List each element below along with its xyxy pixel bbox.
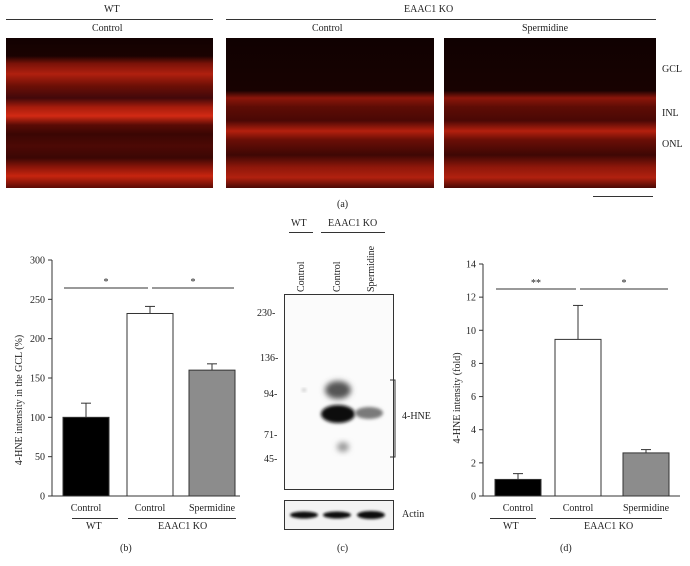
panel-c-group-wt: WT: [291, 218, 307, 229]
y-tick-label: 4: [471, 425, 476, 436]
marker-71: 71-: [264, 430, 278, 441]
panel-d-caption: (d): [560, 543, 572, 554]
bar-2: [126, 312, 174, 497]
x-tick-label-1: Control: [71, 503, 102, 514]
band-label-4hne: 4-HNE: [402, 411, 431, 422]
bracket-4hne: [390, 379, 396, 458]
axes: 0 2 4 6 8 10 12 14: [466, 260, 680, 503]
panel-a-col-label-1: Control: [92, 23, 123, 34]
panel-d-wt-line: [490, 518, 536, 519]
panel-a-ko-line: [226, 19, 656, 20]
y-axis-label: 4-HNE intensity (fold): [452, 352, 463, 443]
micrograph-ko-spermidine: [444, 38, 656, 188]
bars: [494, 304, 670, 497]
panel-a-group-ko: EAAC1 KO: [404, 4, 454, 15]
loading-label-actin: Actin: [402, 509, 425, 520]
actin-band-3: [357, 511, 385, 519]
panel-d-ko-line: [550, 518, 662, 519]
band-ko-control-main: [321, 405, 355, 423]
panel-d-group-ko: EAAC1 KO: [584, 521, 634, 532]
band-ko-control-upper: [325, 381, 351, 399]
y-tick-label: 250: [30, 295, 45, 306]
significance-mark-1: *: [104, 277, 109, 288]
y-tick-label: 8: [471, 359, 476, 370]
scale-bar: [593, 196, 653, 197]
layer-label-onl: ONL: [662, 139, 683, 150]
bar-1: [62, 416, 110, 497]
y-axis-label: 4-HNE intensity in the GCL (%): [14, 335, 25, 465]
panel-c-ko-line: [321, 232, 385, 233]
bar-1: [494, 478, 542, 497]
band-ko-control-lower: [337, 442, 349, 452]
actin-band-2: [323, 511, 351, 519]
x-tick-label-2: Control: [135, 503, 166, 514]
panel-a-col-label-3: Spermidine: [522, 23, 569, 34]
lane-label-2: Control: [332, 261, 343, 292]
significance-mark-2: *: [191, 277, 196, 288]
x-tick-label-3: Spermidine: [623, 503, 670, 514]
panel-b-group-wt: WT: [86, 521, 102, 532]
blot-4hne: [284, 294, 394, 490]
y-tick-label: 2: [471, 458, 476, 469]
significance-mark-2: *: [622, 278, 627, 289]
bar-3: [188, 369, 236, 497]
y-tick-label: 14: [466, 260, 476, 271]
band-ko-spermidine-main: [355, 407, 383, 419]
marker-230: 230-: [257, 308, 276, 319]
actin-band-1: [290, 511, 318, 519]
y-tick-label: 200: [30, 334, 45, 345]
panel-b-ko-line: [128, 518, 236, 519]
y-tick-label: 150: [30, 374, 45, 385]
lane-label-3: Spermidine: [366, 245, 377, 292]
micrograph-wt-control: [6, 38, 213, 188]
panel-a-caption: (a): [337, 199, 349, 210]
y-tick-label: 300: [30, 256, 45, 267]
panel-a-wt-line: [6, 19, 213, 20]
x-tick-label-1: Control: [503, 503, 534, 514]
marker-94: 94-: [264, 389, 278, 400]
x-tick-label-3: Spermidine: [189, 503, 236, 514]
y-tick-label: 12: [466, 293, 476, 304]
panel-a-col-label-2: Control: [312, 23, 343, 34]
lane-label-1: Control: [296, 261, 307, 292]
bars: [62, 305, 236, 497]
bar-2: [554, 338, 602, 497]
panel-b-caption: (b): [120, 543, 132, 554]
panel-d-group-wt: WT: [503, 521, 519, 532]
panel-c-group-ko: EAAC1 KO: [328, 218, 378, 229]
x-tick-labels: Control Control Spermidine: [503, 503, 670, 514]
y-tick-label: 50: [35, 452, 45, 463]
marker-136: 136-: [260, 353, 279, 364]
x-tick-label-2: Control: [563, 503, 594, 514]
blot-actin: [284, 500, 394, 530]
y-tick-label: 6: [471, 392, 476, 403]
layer-label-inl: INL: [662, 108, 679, 119]
bar-3: [622, 452, 670, 497]
significance-mark-1: **: [531, 278, 541, 289]
panel-b-group-ko: EAAC1 KO: [158, 521, 208, 532]
y-tick-label: 10: [466, 326, 476, 337]
x-tick-labels: Control Control Spermidine: [71, 503, 236, 514]
panel-b-chart: 4-HNE intensity in the GCL (%) 0 50 100 150…: [14, 256, 240, 514]
panel-a-group-wt: WT: [104, 4, 120, 15]
panel-b-wt-line: [72, 518, 118, 519]
y-tick-label: 100: [30, 413, 45, 424]
significance: ** *: [496, 278, 668, 290]
panel-c-caption: (c): [337, 543, 349, 554]
layer-label-gcl: GCL: [662, 64, 682, 75]
significance: * *: [64, 277, 234, 289]
retina-micrographs: [6, 38, 656, 188]
y-tick-label: 0: [40, 492, 45, 503]
micrograph-ko-control: [226, 38, 434, 188]
panel-c-wt-line: [289, 232, 313, 233]
marker-45: 45-: [264, 454, 278, 465]
y-tick-label: 0: [471, 492, 476, 503]
